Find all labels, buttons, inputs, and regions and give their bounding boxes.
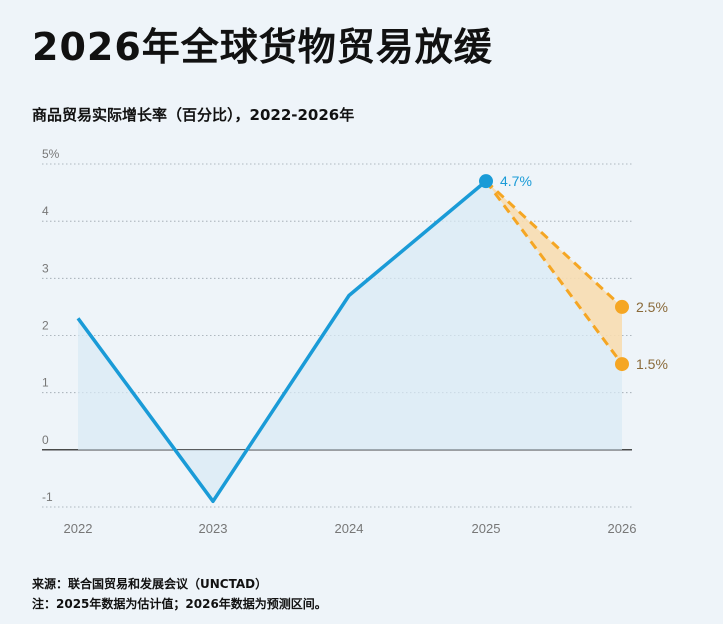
- line-chart: -1 0 1 2 3 4 5% 4.7% 2.5% 1.5% 2022 2023 2024 2025 202…: [42, 147, 668, 536]
- forecast-low-label: 1.5%: [636, 356, 668, 372]
- y-tick-label: 0: [42, 433, 49, 447]
- data-label-2025: 4.7%: [500, 173, 532, 189]
- y-tick-label: 2: [42, 319, 49, 333]
- y-tick-label: 4: [42, 204, 49, 218]
- x-tick-label: 2026: [608, 521, 637, 536]
- data-point-2025: [479, 174, 493, 189]
- x-tick-label: 2024: [335, 521, 364, 536]
- chart-title: 2026年全球货物贸易放缓: [32, 25, 493, 69]
- y-tick-label: 1: [42, 376, 49, 390]
- forecast-low-point: [615, 357, 629, 372]
- chart-subtitle: 商品贸易实际增长率（百分比），2022-2026年: [32, 106, 355, 124]
- forecast-high-line: [484, 180, 624, 309]
- x-tick-label: 2025: [472, 521, 501, 536]
- x-tick-label: 2022: [64, 521, 93, 536]
- area-fill: [78, 181, 622, 502]
- forecast-high-label: 2.5%: [636, 299, 668, 315]
- series-line: [76, 179, 488, 504]
- y-tick-label: -1: [42, 490, 53, 504]
- source-note: 来源：联合国贸易和发展会议（UNCTAD） 注：2025年数据为估计值；2026…: [32, 574, 327, 614]
- source-line: 来源：联合国贸易和发展会议（UNCTAD）: [32, 577, 268, 591]
- note-line: 注：2025年数据为估计值；2026年数据为预测区间。: [32, 597, 327, 611]
- y-tick-label: 3: [42, 261, 49, 275]
- forecast-high-point: [615, 299, 629, 314]
- y-tick-label: 5%: [42, 147, 60, 161]
- x-tick-label: 2023: [199, 521, 228, 536]
- forecast-low-line: [484, 180, 624, 365]
